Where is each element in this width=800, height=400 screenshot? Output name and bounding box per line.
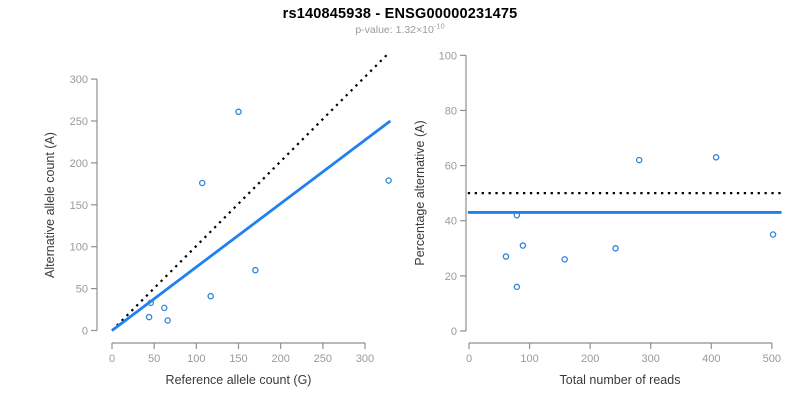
data-point [145, 313, 153, 321]
data-point [385, 177, 392, 184]
data-point [235, 108, 242, 116]
y-tick-label: 60 [445, 161, 457, 173]
y-tick-label: 100 [439, 50, 457, 62]
y-tick-label: 100 [70, 242, 88, 254]
data-point [561, 256, 568, 263]
data-point [519, 242, 527, 249]
y-tick-label: 200 [70, 158, 88, 170]
y-tick-label: 250 [70, 116, 88, 128]
x-tick-label: 100 [187, 353, 205, 365]
x-tick-label: 250 [314, 353, 332, 365]
data-point [147, 299, 155, 307]
x-tick-label: 100 [520, 353, 538, 365]
data-point [161, 304, 168, 312]
x-tick-label: 0 [466, 353, 472, 365]
x-axis-title: Reference allele count (G) [166, 373, 312, 387]
data-point [207, 292, 214, 300]
x-tick-label: 300 [356, 353, 374, 365]
pvalue-exponent: -10 [433, 21, 445, 31]
y-tick-label: 300 [70, 74, 88, 86]
y-axis-title: Percentage alternative (A) [413, 120, 427, 265]
left-plot: 0 50 100 150 200 250 300 0 50 100 150 200 250 300 Refe… [43, 52, 392, 387]
data-point [769, 231, 777, 238]
y-tick-label: 50 [76, 284, 88, 296]
x-axis-title: Total number of reads [560, 373, 681, 387]
y-tick-label: 0 [82, 326, 88, 338]
fit-line [111, 119, 392, 332]
y-tick-label: 80 [445, 105, 457, 117]
data-point [164, 317, 171, 324]
y-tick-label: 20 [445, 271, 457, 283]
right-plot: 0 20 40 60 80 100 0 100 200 300 400 500 Total number… [413, 50, 782, 387]
x-tick-label: 200 [581, 353, 599, 365]
y-axis-title: Alternative allele count (A) [43, 132, 57, 278]
data-point [502, 253, 510, 260]
x-tick-label: 200 [271, 353, 289, 365]
x-tick-label: 150 [229, 353, 247, 365]
x-tick-label: 0 [109, 353, 115, 365]
x-tick-label: 500 [763, 353, 781, 365]
figure-title: rs140845938 - ENSG00000231475 [282, 6, 518, 22]
data-point [198, 179, 206, 187]
data-point [513, 211, 521, 219]
x-tick-label: 300 [642, 353, 660, 365]
data-point [252, 266, 259, 274]
y-tick-label: 40 [445, 216, 457, 228]
x-tick-label: 400 [702, 353, 720, 365]
data-point [712, 154, 720, 161]
data-point [513, 283, 521, 291]
pvalue-text: p-value: 1.32×10 [355, 24, 434, 36]
y-tick-label: 0 [451, 326, 457, 338]
data-point [635, 156, 643, 164]
identity-line [111, 52, 390, 332]
figure-subtitle: p-value: 1.32×10-10 [0, 21, 800, 36]
data-point [612, 245, 619, 252]
x-tick-label: 50 [148, 353, 160, 365]
y-tick-label: 150 [70, 200, 88, 212]
